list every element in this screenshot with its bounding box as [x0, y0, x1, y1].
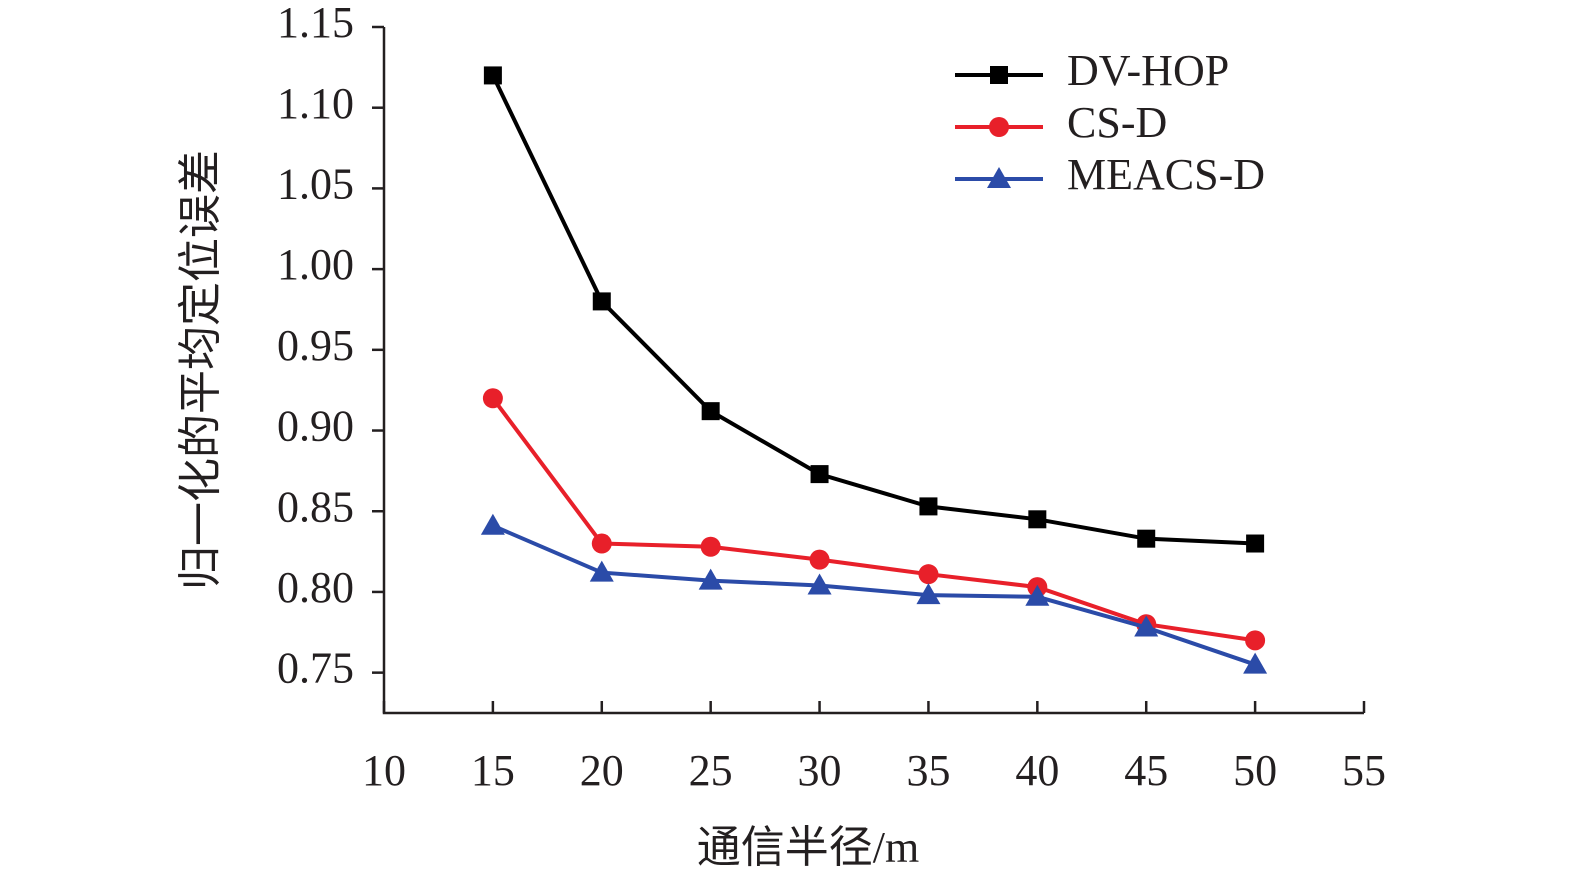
marker — [919, 497, 938, 516]
x-tick-label: 20 — [580, 746, 624, 795]
x-tick-label: 40 — [1015, 746, 1059, 795]
marker — [1246, 534, 1265, 553]
x-tick-label: 30 — [798, 746, 842, 795]
marker — [1134, 615, 1159, 637]
x-tick-label: 55 — [1342, 746, 1386, 795]
marker — [916, 583, 941, 605]
series-line — [491, 397, 1256, 643]
y-tick-label: 1.05 — [277, 160, 354, 209]
x-axis-label: 通信半径/m — [697, 823, 919, 872]
marker — [1025, 584, 1050, 606]
marker — [701, 402, 720, 421]
marker — [1243, 652, 1268, 674]
marker — [809, 549, 830, 570]
marker — [1028, 510, 1047, 529]
x-tick-label: 15 — [471, 746, 515, 795]
marker — [918, 564, 939, 585]
marker — [483, 66, 502, 85]
x-tick-label: 35 — [906, 746, 950, 795]
legend-label: MEACS-D — [1067, 150, 1265, 199]
y-tick-label: 1.10 — [277, 79, 354, 128]
legend-marker — [987, 167, 1011, 188]
y-axis-label: 归一化的平均定位误差 — [176, 150, 225, 590]
x-tick-label: 25 — [689, 746, 733, 795]
legend-label: DV-HOP — [1067, 46, 1229, 95]
marker — [1137, 529, 1156, 548]
axes — [382, 27, 1364, 715]
y-tick-label: 0.90 — [277, 402, 354, 451]
marker — [810, 465, 829, 484]
series-line — [492, 523, 1256, 667]
x-tick-label: 45 — [1124, 746, 1168, 795]
y-tick-label: 0.85 — [277, 482, 354, 531]
marker — [698, 568, 723, 590]
marker — [589, 560, 614, 582]
marker — [700, 536, 721, 557]
legend-marker — [989, 117, 1009, 137]
x-tick-label: 50 — [1233, 746, 1277, 795]
marker — [807, 573, 832, 595]
y-tick-label: 1.15 — [277, 0, 354, 47]
y-tick-label: 0.80 — [277, 563, 354, 612]
marker — [480, 513, 505, 535]
x-tick-label: 10 — [362, 746, 406, 795]
marker — [482, 388, 503, 409]
series-line — [491, 74, 1256, 546]
marker — [1245, 630, 1266, 651]
y-tick-label: 0.95 — [277, 321, 354, 370]
legend-label: CS-D — [1067, 98, 1167, 147]
y-tick-label: 1.00 — [277, 240, 354, 289]
legend-marker — [990, 66, 1008, 84]
y-tick-label: 0.75 — [277, 644, 354, 693]
marker — [591, 533, 612, 554]
marker — [592, 292, 611, 311]
